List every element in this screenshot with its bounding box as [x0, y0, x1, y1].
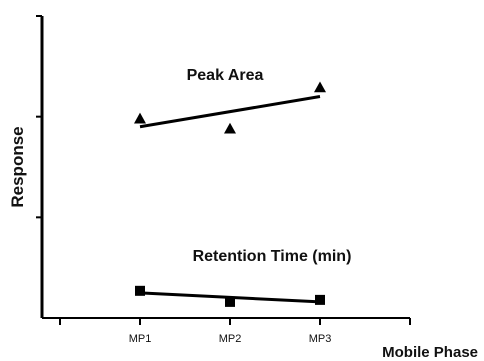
trend-line-series-0 — [139, 95, 321, 129]
x-ticks: MP1 MP2 MP3 — [59, 318, 411, 345]
point-retention-time-mp2 — [225, 296, 235, 307]
series-label-peak-area: Peak Area — [187, 67, 264, 84]
series-labels: Peak Area Retention Time (min) — [187, 67, 352, 265]
point-peak-area-mp3 — [314, 81, 326, 93]
point-retention-time-mp1 — [135, 285, 145, 296]
x-tick-label-mp3: MP3 — [309, 333, 332, 345]
point-peak-area-mp1 — [134, 112, 146, 124]
point-peak-area-mp2 — [224, 122, 236, 134]
x-tick-label-mp1: MP1 — [129, 333, 152, 345]
data-points — [134, 81, 326, 307]
point-retention-time-mp3 — [315, 294, 325, 305]
axes — [40, 16, 410, 319]
x-axis-label: Mobile Phase — [382, 344, 478, 361]
x-tick-label-mp2: MP2 — [219, 333, 242, 345]
series-label-retention-time: Retention Time (min) — [193, 248, 352, 265]
y-axis-label: Response — [8, 126, 27, 207]
y-ticks — [36, 15, 42, 219]
